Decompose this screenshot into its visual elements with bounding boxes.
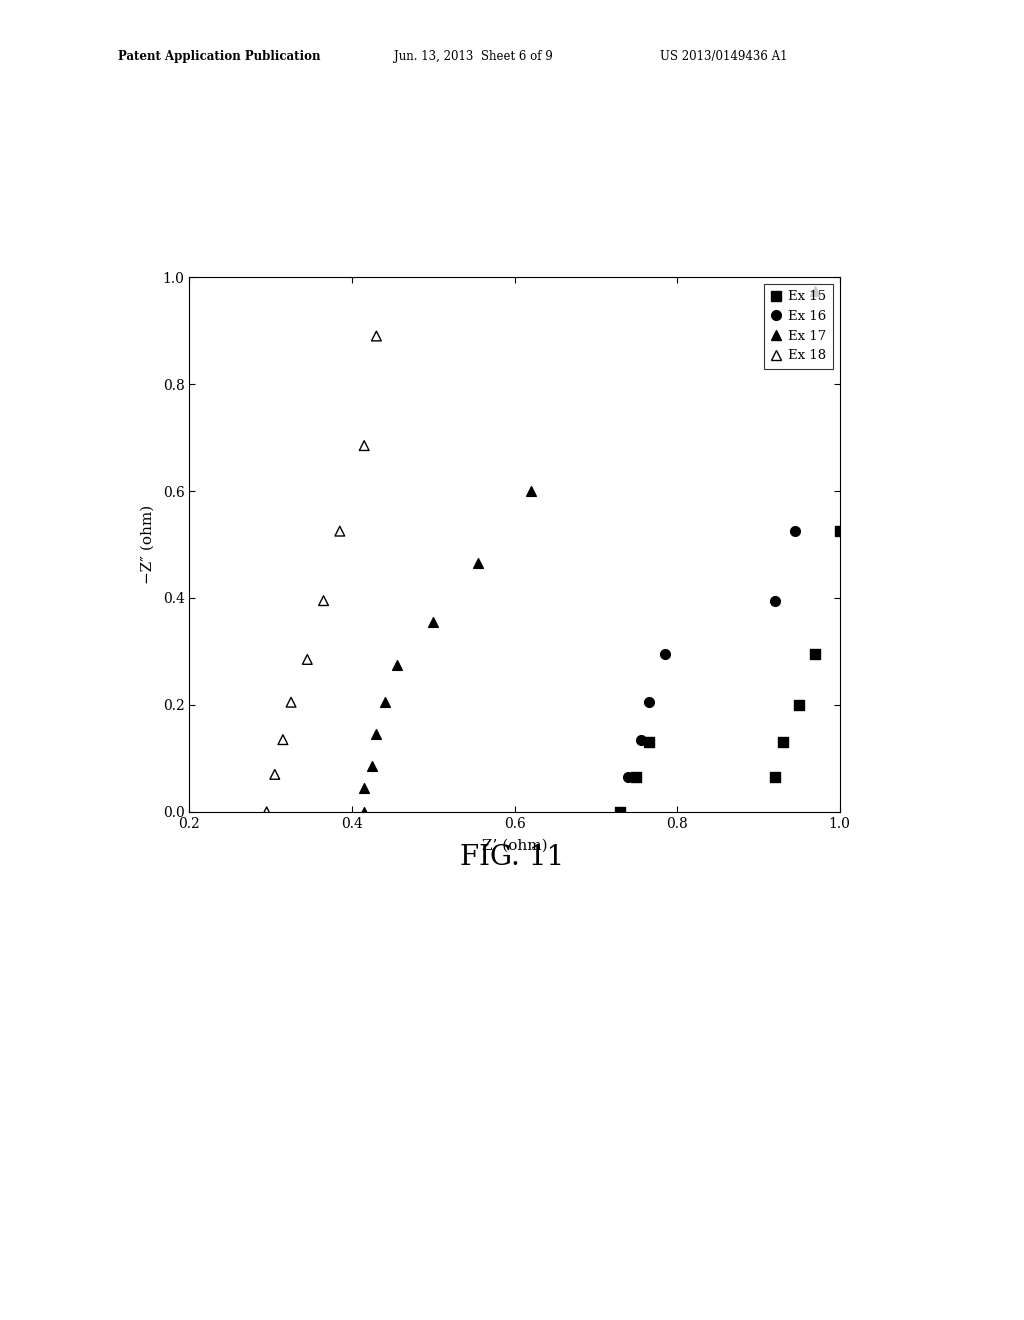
Point [332,520,348,541]
Point [356,436,373,457]
Point [633,729,649,750]
Point [640,692,656,713]
Point [791,694,807,715]
Point [369,326,385,347]
Point [774,731,791,752]
Point [283,692,299,713]
Point [831,520,848,541]
Point [612,801,629,822]
Point [766,590,782,611]
Point [629,767,645,788]
Point [266,764,283,785]
Point [656,644,673,665]
Point [766,767,782,788]
Point [356,801,373,822]
Point [377,692,393,713]
Point [274,729,291,750]
Point [470,553,486,574]
Text: Jun. 13, 2013  Sheet 6 of 9: Jun. 13, 2013 Sheet 6 of 9 [394,50,553,63]
Point [522,480,539,502]
X-axis label: Z’ (ohm): Z’ (ohm) [481,840,548,853]
Point [388,655,404,676]
Text: FIG. 11: FIG. 11 [460,843,564,871]
Point [640,731,656,752]
Point [258,801,274,822]
Point [315,590,332,611]
Point [369,723,385,744]
Y-axis label: −Z″ (ohm): −Z″ (ohm) [140,504,155,585]
Text: Patent Application Publication: Patent Application Publication [118,50,321,63]
Point [807,280,823,301]
Text: US 2013/0149436 A1: US 2013/0149436 A1 [660,50,788,63]
Point [786,520,803,541]
Point [299,649,315,671]
Point [425,611,441,632]
Point [621,767,637,788]
Legend: Ex 15, Ex 16, Ex 17, Ex 18: Ex 15, Ex 16, Ex 17, Ex 18 [765,284,834,368]
Point [612,801,629,822]
Point [356,777,373,799]
Point [807,644,823,665]
Point [365,756,381,777]
